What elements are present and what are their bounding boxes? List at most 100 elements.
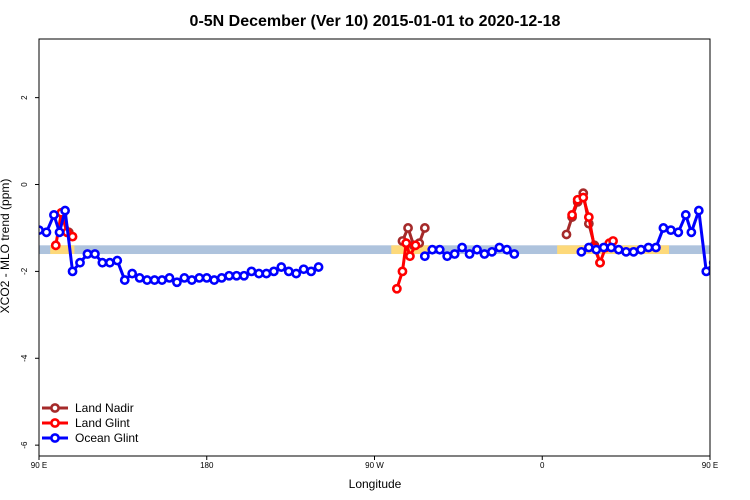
data-point: [591, 244, 602, 255]
x-tick-label: 90 W: [365, 461, 384, 470]
data-point: [405, 251, 415, 262]
data-point: [464, 249, 475, 259]
data-point: [216, 273, 227, 283]
data-point: [731, 229, 738, 236]
data-point: [164, 273, 175, 283]
data-point: [643, 242, 654, 253]
background-band: [39, 245, 710, 255]
data-point: [239, 270, 249, 281]
data-point: [479, 249, 490, 259]
data-point: [701, 266, 710, 277]
y-tick-label: 0: [20, 182, 29, 187]
data-point: [598, 242, 609, 253]
series-ocean-glint: [39, 205, 747, 288]
data-point: [194, 273, 205, 283]
data-point: [434, 244, 445, 255]
data-point: [134, 273, 145, 283]
data-point: [49, 210, 59, 220]
data-point: [186, 275, 197, 285]
data-point: [90, 249, 100, 259]
data-point: [403, 223, 413, 233]
data-point: [209, 275, 220, 285]
data-point: [254, 268, 264, 279]
data-point: [82, 249, 93, 259]
data-point: [567, 210, 577, 220]
data-point: [224, 270, 235, 281]
data-point: [693, 205, 704, 216]
legend-label: Land Glint: [75, 416, 130, 430]
data-point: [298, 264, 309, 275]
legend-label: Ocean Glint: [75, 431, 139, 445]
data-point: [736, 233, 743, 240]
data-point: [613, 244, 624, 255]
legend-marker: [50, 403, 60, 413]
y-axis: 2 0 -2 -4 -6: [20, 95, 39, 449]
data-point: [725, 209, 732, 216]
data-point: [449, 249, 460, 259]
data-point: [595, 257, 605, 268]
data-point: [561, 229, 572, 240]
data-point: [60, 205, 70, 216]
data-point: [104, 257, 115, 268]
data-point: [651, 242, 661, 253]
data-point: [621, 246, 632, 257]
data-point: [673, 227, 684, 238]
series-land-nadir: [58, 188, 605, 268]
data-point: [41, 227, 52, 238]
data-point: [708, 259, 710, 266]
data-point: [149, 275, 160, 285]
plot-area: [38, 38, 747, 457]
data-point: [680, 210, 691, 220]
data-point: [201, 273, 212, 283]
chart-title: 0-5N December (Ver 10) 2015-01-01 to 202…: [190, 13, 561, 30]
data-point: [576, 246, 587, 257]
data-point: [636, 244, 646, 255]
data-point: [457, 242, 468, 253]
data-point: [665, 225, 676, 236]
data-point: [75, 257, 85, 268]
data-point: [658, 223, 669, 233]
data-point: [442, 251, 453, 262]
data-point: [725, 250, 732, 257]
data-point: [119, 275, 130, 285]
data-point: [283, 266, 294, 277]
legend-label: Land Nadir: [75, 401, 134, 415]
data-point: [718, 250, 725, 257]
data-point: [419, 251, 430, 262]
x-tick-label: 180: [200, 461, 214, 470]
x-tick-label: 0: [540, 461, 545, 470]
data-point: [578, 192, 589, 203]
data-point: [487, 246, 497, 257]
data-point: [501, 244, 512, 255]
data-point: [397, 266, 408, 277]
data-point: [401, 238, 412, 249]
y-axis-label: XCO2 - MLO trend (ppm): [0, 179, 12, 314]
y-tick-label: 2: [20, 95, 29, 100]
data-point: [391, 283, 402, 294]
data-point: [719, 242, 726, 249]
data-point: [97, 257, 108, 268]
data-point: [54, 227, 65, 238]
y-tick-label: -2: [20, 267, 29, 275]
data-point: [231, 270, 242, 281]
data-point: [127, 268, 138, 279]
series-line: [723, 213, 740, 246]
y-tick-label: -6: [20, 441, 29, 449]
data-point: [740, 259, 747, 266]
data-point: [67, 266, 78, 277]
data-point: [112, 255, 123, 266]
x-axis-label: Longitude: [349, 477, 402, 491]
data-point: [606, 242, 617, 253]
data-point: [313, 262, 324, 272]
legend-marker: [50, 418, 60, 428]
data-point: [268, 266, 279, 277]
background-band: [50, 245, 75, 255]
x-tick-label: 90 E: [702, 461, 718, 470]
legend-marker: [50, 433, 60, 443]
background-band: [717, 245, 743, 254]
data-point: [306, 266, 317, 277]
data-point: [628, 246, 639, 257]
data-point: [686, 227, 697, 238]
